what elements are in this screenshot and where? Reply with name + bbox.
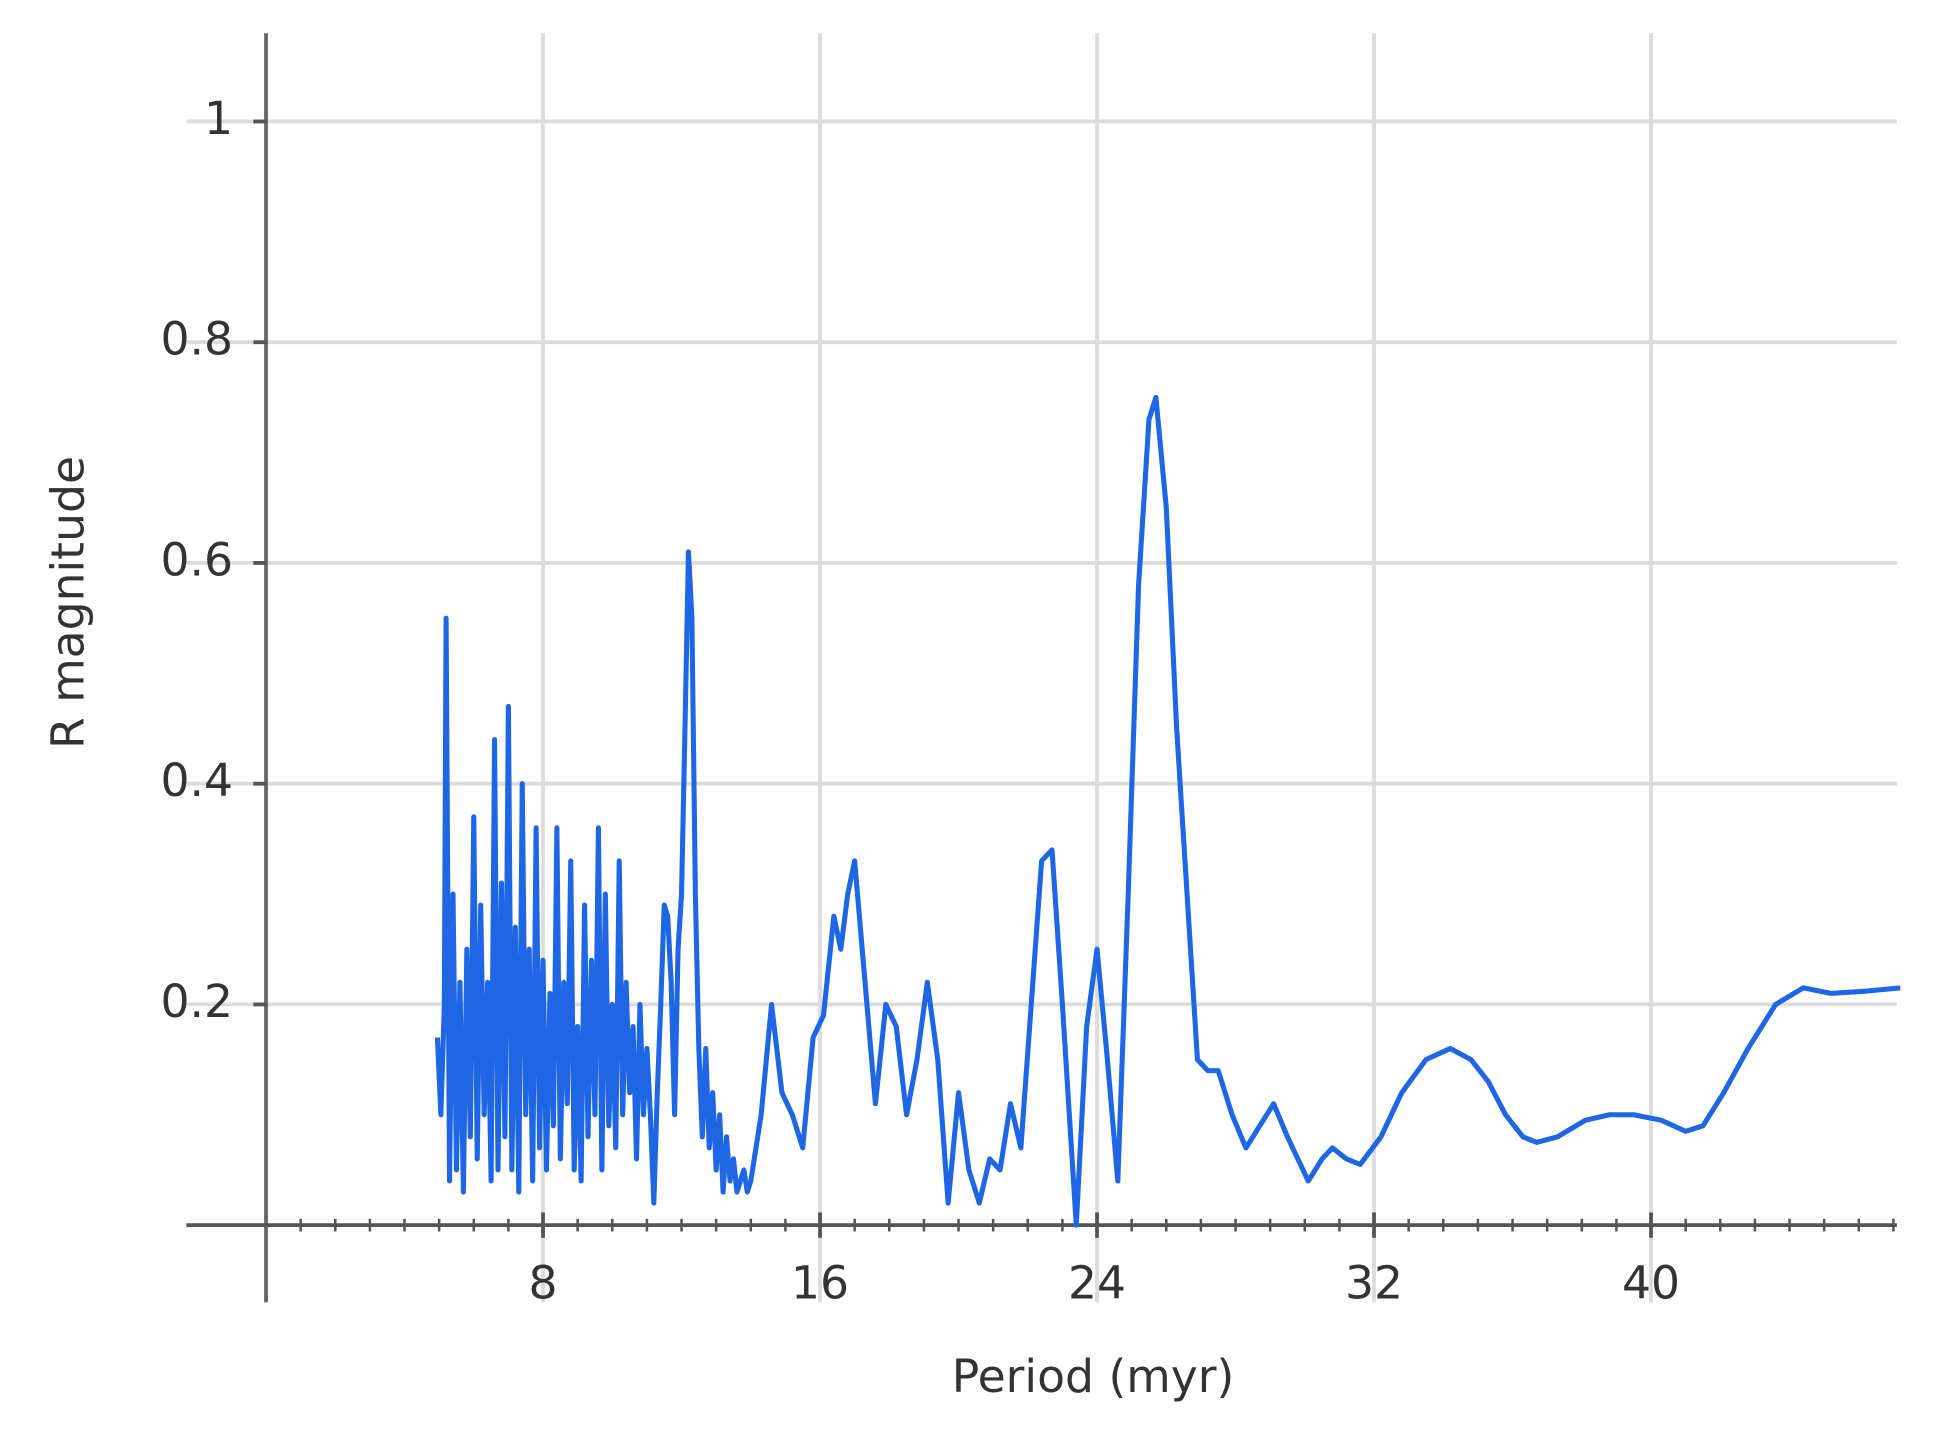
- y-tick-label: 0.8: [160, 313, 233, 366]
- data-line: [434, 394, 1901, 1228]
- y-tick-label: 1: [204, 92, 233, 145]
- y-axis-label: R magnitude: [42, 456, 95, 749]
- y-tick-label: 0.2: [160, 975, 233, 1028]
- y-tick-label: 0.4: [160, 754, 233, 807]
- x-tick-label: 16: [791, 1257, 849, 1310]
- x-tick-label: 24: [1068, 1257, 1126, 1310]
- y-tick-label: 0.6: [160, 533, 233, 586]
- x-tick-label: 40: [1622, 1257, 1680, 1310]
- x-tick-label: 32: [1345, 1257, 1403, 1310]
- x-axis-label: Period (myr): [952, 1350, 1235, 1403]
- x-tick-label: 8: [529, 1257, 558, 1310]
